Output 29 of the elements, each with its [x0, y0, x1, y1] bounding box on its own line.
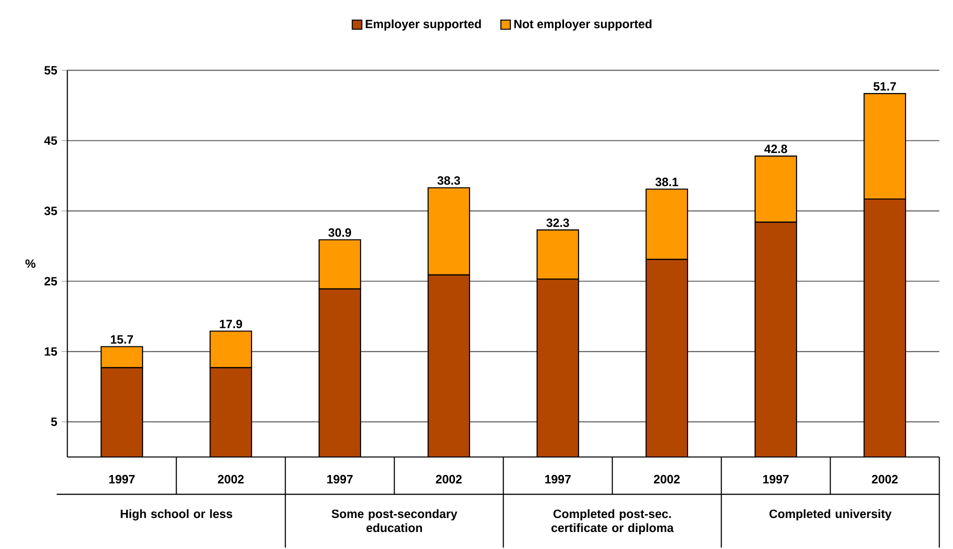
x-tick-label: 2002	[872, 474, 898, 484]
x-tick-label: 2002	[436, 474, 462, 484]
total-label: 38.3	[437, 176, 460, 185]
x-tick-label: 1997	[327, 474, 353, 484]
y-tick-label: 15	[44, 347, 58, 356]
total-label: 17.9	[220, 320, 242, 328]
y-tick-label: 25	[44, 276, 58, 286]
x-tick-label: 2002	[218, 474, 244, 484]
x-tick-label: 1997	[545, 474, 571, 484]
text: Completed university	[769, 509, 892, 520]
y-tick-label: 45	[44, 136, 58, 145]
x-tick-label: 1997	[763, 474, 789, 484]
y-axis-title: %	[25, 259, 36, 268]
total-label: 42.8	[764, 144, 788, 154]
y-tick-label: 5	[51, 418, 58, 426]
legend-label: Not employer supported	[514, 19, 652, 31]
total-label: 51.7	[874, 82, 896, 91]
text: Some post-secondary education	[332, 509, 458, 532]
legend-label: Employer supported	[366, 19, 481, 31]
text: High school or less	[120, 509, 232, 520]
total-label: 30.9	[328, 228, 352, 237]
y-tick-label: 55	[44, 66, 58, 75]
total-label: 32.3	[546, 218, 570, 227]
total-label: 15.7	[110, 335, 133, 344]
x-tick-label: 1997	[109, 474, 135, 484]
x-tick-label: 2002	[654, 474, 680, 484]
y-tick-label: 35	[44, 206, 58, 216]
total-label: 38.1	[655, 178, 678, 186]
text: Completed post-sec. certificate or diploma	[551, 509, 674, 534]
